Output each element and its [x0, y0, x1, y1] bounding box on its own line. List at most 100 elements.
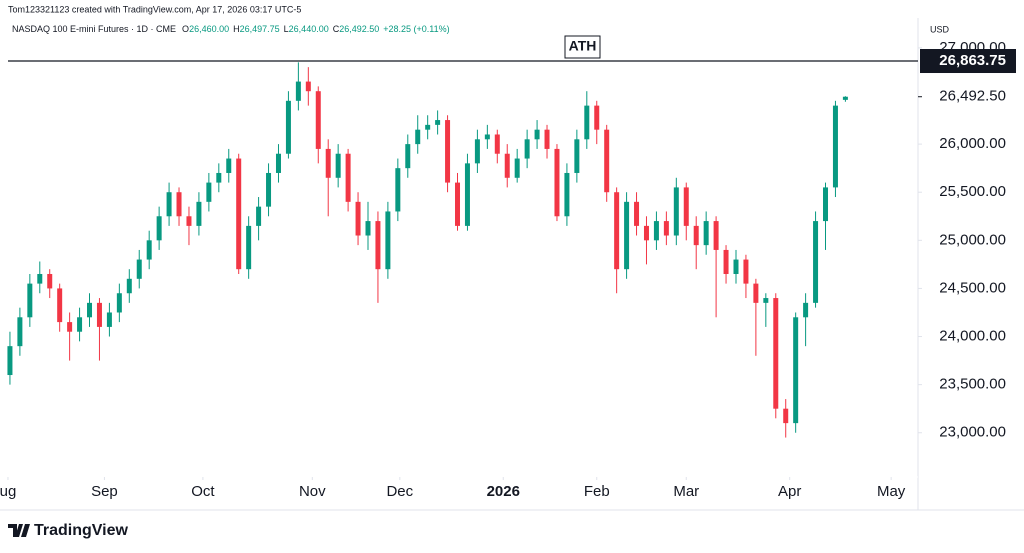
candle-body: [773, 298, 779, 409]
candle-body: [504, 153, 510, 178]
candle-body: [494, 134, 500, 154]
y-tick-label: 23,000.00: [939, 424, 1006, 441]
candle-body: [246, 225, 252, 270]
candle-body: [624, 201, 630, 270]
candle-body: [405, 144, 411, 169]
candle-body: [355, 201, 361, 236]
candle-body: [216, 172, 222, 183]
candle-body: [683, 187, 689, 226]
candle-body: [594, 105, 600, 130]
candle-body: [176, 192, 182, 217]
candle-body: [653, 221, 659, 241]
candle-body: [156, 216, 162, 241]
candle-body: [295, 81, 301, 101]
candle-body: [335, 153, 341, 178]
ohlc-key: L: [284, 24, 289, 34]
candle-body: [77, 317, 83, 332]
y-tick-label: 26,000.00: [939, 135, 1006, 152]
ath-price-box: [920, 49, 1016, 74]
candle-body: [484, 134, 490, 140]
candle-body: [425, 124, 431, 130]
candles: [7, 62, 848, 438]
candle-body: [196, 201, 202, 226]
candle-body: [524, 139, 530, 159]
candle-body: [166, 192, 172, 217]
candle-body: [305, 81, 311, 92]
candle-body: [723, 249, 729, 274]
candle-body: [27, 283, 33, 318]
candle-body: [315, 91, 321, 149]
ohlc-key: O: [182, 24, 189, 34]
candle-body: [793, 317, 799, 424]
candle-body: [514, 158, 520, 178]
brand: TradingView: [34, 522, 129, 539]
x-tick-label: Feb: [584, 483, 610, 500]
candle-body: [116, 293, 122, 313]
candle-body: [614, 192, 620, 270]
ohlc-key: H: [233, 24, 240, 34]
candle-body: [96, 302, 102, 327]
candle-body: [673, 187, 679, 236]
candle-body: [47, 273, 53, 289]
candle-body: [57, 288, 63, 323]
candle-body: [325, 148, 331, 178]
candle-body: [126, 278, 132, 294]
x-tick-label: Oct: [191, 483, 215, 500]
last-price-label: 26,492.50: [939, 88, 1006, 105]
candle-body: [186, 216, 192, 226]
x-tick-label: May: [877, 483, 906, 500]
candle-body: [226, 158, 232, 173]
candle-body: [67, 322, 73, 332]
candle-body: [435, 120, 441, 125]
candle-body: [285, 100, 291, 154]
candle-body: [17, 317, 23, 347]
ohlc-value: 26,440.00: [289, 24, 329, 34]
ath-annotation-box: [564, 35, 601, 59]
candle-body: [345, 153, 351, 202]
y-tick-label: 23,500.00: [939, 376, 1006, 393]
x-tick-label: ug: [0, 483, 16, 500]
candle-body: [574, 139, 580, 173]
x-tick-label: Sep: [91, 483, 118, 500]
logo-icon: [8, 524, 30, 537]
y-tick-label: 24,500.00: [939, 279, 1006, 296]
candle-body: [106, 312, 112, 327]
candle-body: [266, 172, 272, 207]
currency: USD: [930, 24, 950, 34]
candle-body: [713, 221, 719, 250]
candle-body: [634, 201, 640, 226]
ath-price-label: 26,863.75: [939, 52, 1006, 69]
candle-body: [693, 225, 699, 246]
candle-body: [783, 408, 789, 424]
candle-body: [564, 172, 570, 217]
symbol-legend: NASDAQ 100 E-mini Futures · 1D · CME O26,…: [12, 24, 450, 34]
candle-body: [584, 105, 590, 140]
candle-body: [544, 129, 550, 149]
candle-body: [256, 206, 262, 226]
ohlc-value: 26,460.00: [189, 24, 229, 34]
ath-annotation: ATH: [569, 38, 597, 54]
candle-body: [823, 187, 829, 222]
candle-body: [534, 129, 540, 140]
candle-body: [395, 168, 401, 212]
candle-body: [554, 148, 560, 217]
x-tick-label: Mar: [673, 483, 699, 500]
candle-body: [275, 153, 281, 173]
candle-body: [206, 182, 212, 202]
x-tick-label: Dec: [386, 483, 413, 500]
candle-body: [813, 221, 819, 303]
candle-body: [733, 259, 739, 274]
candle-body: [375, 221, 381, 270]
candle-body: [753, 283, 759, 303]
y-tick-label: 24,000.00: [939, 328, 1006, 345]
symbol: NASDAQ 100 E-mini Futures · 1D · CME: [12, 24, 176, 34]
candle-body: [37, 273, 43, 284]
candle-body: [832, 105, 838, 188]
candle-body: [415, 129, 421, 145]
candle-body: [803, 302, 809, 318]
candle-body: [763, 298, 769, 303]
candle-body: [464, 163, 470, 226]
change: +28.25 (+0.11%): [383, 24, 449, 34]
